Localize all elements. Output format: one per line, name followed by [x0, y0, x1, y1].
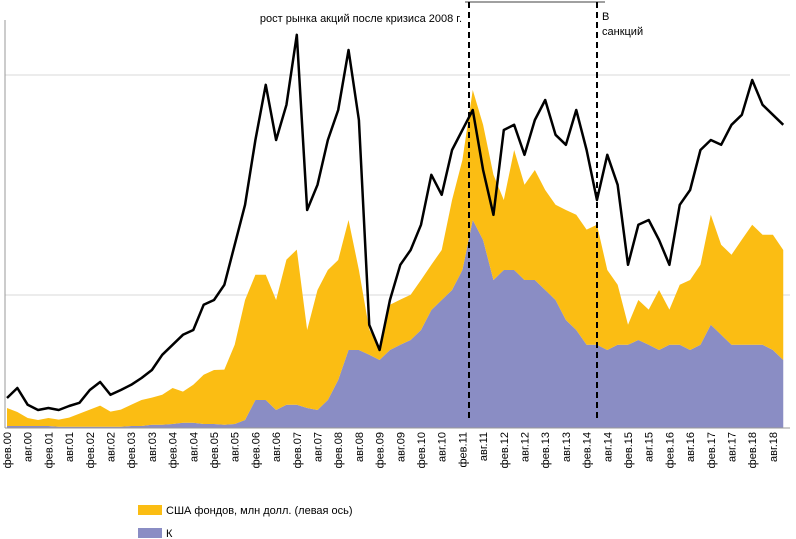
- x-tick-label: авг.18: [768, 432, 780, 462]
- legend-label: К: [166, 528, 173, 539]
- x-tick-label: фев.03: [126, 432, 138, 468]
- x-tick-label: фев.18: [747, 432, 759, 468]
- x-tick-label: авг.12: [520, 432, 532, 462]
- x-tick-label: фев.04: [168, 432, 180, 468]
- x-tick-label: авг.04: [188, 432, 200, 462]
- x-tick-label: фев.01: [43, 432, 55, 468]
- x-axis: фев.00 авг.00 фев.01 авг.01 фев.02 авг.02 фев.…: [2, 432, 780, 468]
- x-tick-label: авг.06: [271, 432, 283, 462]
- x-tick-label: авг.17: [727, 432, 739, 462]
- x-tick-label: фев.10: [416, 432, 428, 468]
- x-tick-label: авг.07: [313, 432, 325, 462]
- x-tick-label: фев.05: [209, 432, 221, 468]
- x-tick-label: авг.14: [602, 432, 614, 462]
- x-tick-label: фев.17: [706, 432, 718, 468]
- x-tick-label: фев.08: [333, 432, 345, 468]
- x-tick-label: авг.01: [64, 432, 76, 462]
- x-tick-label: авг.11: [478, 432, 490, 461]
- legend-swatch: [138, 505, 162, 515]
- x-tick-label: фев.06: [250, 432, 262, 468]
- x-tick-label: фев.13: [540, 432, 552, 468]
- x-tick-label: авг.13: [561, 432, 573, 462]
- x-tick-label: авг.03: [147, 432, 159, 462]
- annotation: рост рынка акций после кризиса 2008 г.: [260, 13, 462, 25]
- x-tick-label: фев.07: [292, 432, 304, 468]
- x-tick-label: фев.02: [85, 432, 97, 468]
- x-tick-label: авг.16: [685, 432, 697, 462]
- annotation: санкций: [602, 26, 643, 38]
- x-tick-label: фев.00: [2, 432, 14, 468]
- x-tick-label: авг.02: [106, 432, 118, 462]
- x-tick-label: авг.05: [230, 432, 242, 462]
- x-tick-label: фев.14: [582, 432, 594, 468]
- x-tick-label: фев.11: [457, 432, 469, 468]
- area: [7, 90, 784, 427]
- legend-swatch: [138, 528, 162, 538]
- area: [7, 220, 784, 428]
- x-tick-label: фев.16: [664, 432, 676, 468]
- x-tick-label: авг.00: [23, 432, 35, 462]
- line: [6, 33, 785, 412]
- x-tick-label: авг.08: [354, 432, 366, 462]
- plot-area: [6, 33, 785, 428]
- x-tick-label: авг.09: [395, 432, 407, 462]
- annotation: В: [602, 11, 609, 23]
- x-tick-label: фев.12: [499, 432, 511, 468]
- x-tick-label: фев.09: [375, 432, 387, 468]
- x-tick-label: фев.15: [623, 432, 635, 468]
- x-tick-label: авг.10: [437, 432, 449, 462]
- legend-label: США фондов, млн долл. (левая ось): [166, 505, 353, 517]
- x-tick-label: авг.15: [644, 432, 656, 462]
